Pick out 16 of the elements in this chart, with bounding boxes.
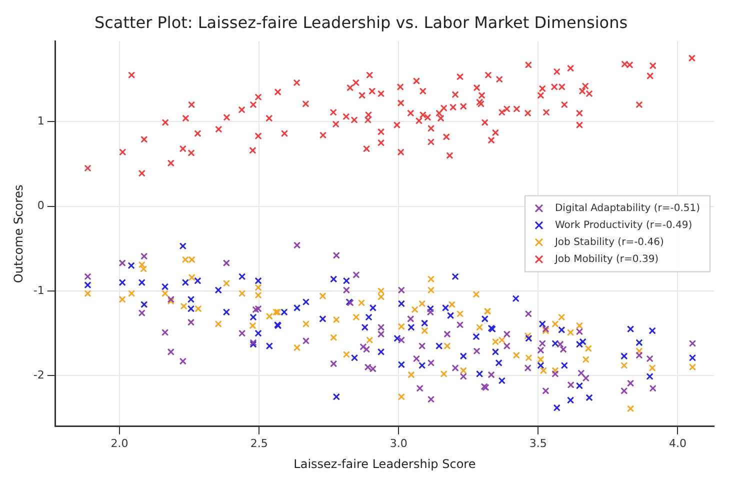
x-tick-label: 2.5	[250, 436, 268, 450]
x-axis-title: Laissez-faire Leadership Score	[294, 456, 476, 471]
y-tick-label: -1	[33, 284, 44, 297]
legend-label: Job Stability (r=-0.46)	[554, 236, 664, 248]
x-tick-label: 3.5	[529, 436, 547, 450]
legend-label: Digital Adaptability (r=-0.51)	[554, 202, 700, 214]
legend-label: Work Productivity (r=-0.49)	[554, 220, 692, 231]
y-tick-label: 1	[37, 114, 44, 128]
x-tick-label: 2.0	[110, 436, 128, 450]
y-axis-title: Outcome Scores	[11, 184, 26, 284]
x-tick-label: 4.0	[668, 436, 686, 450]
y-tick-label: -2	[33, 368, 44, 382]
chart-title: Scatter Plot: Laissez-faire Leadership vs. Labor Market Dimensions	[94, 12, 628, 32]
y-tick-label: 0	[37, 199, 44, 212]
x-tick-label: 3.0	[390, 436, 408, 450]
legend-label: Job Mobility (r=0.39)	[554, 254, 659, 265]
